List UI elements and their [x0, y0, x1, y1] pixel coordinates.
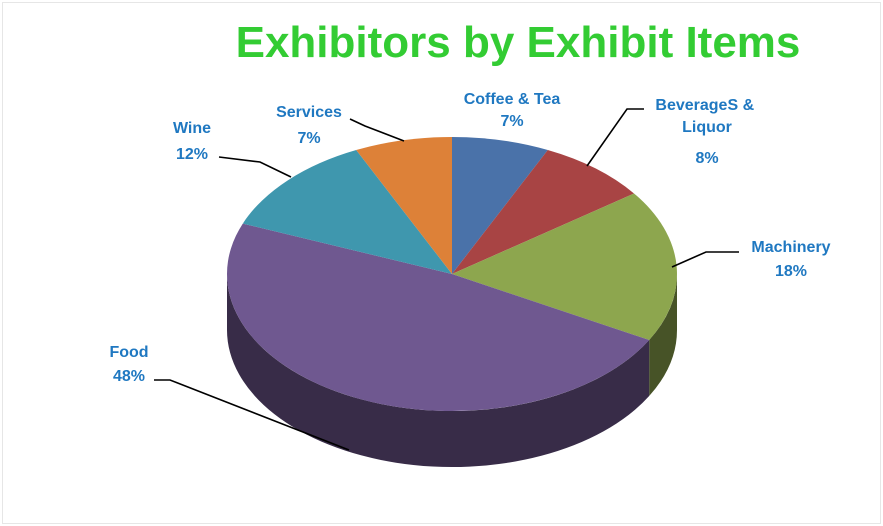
label-wine-percent: 12% [176, 146, 208, 163]
leader-line-beverages [586, 108, 644, 167]
label-services-percent: 7% [297, 130, 320, 147]
label-food: Food [109, 344, 148, 361]
leader-line-wine [218, 156, 292, 178]
leader-line-machinery [671, 251, 739, 268]
label-machinery: Machinery [751, 239, 830, 256]
label-machinery-percent: 18% [775, 263, 807, 280]
label-wine: Wine [173, 120, 211, 137]
leader-line-services [349, 118, 405, 142]
label-coffee-tea: Coffee & Tea [464, 91, 561, 108]
chart-title: Exhibitors by Exhibit Items [236, 18, 801, 67]
label-beverages-line2: Liquor [682, 119, 732, 136]
label-coffee-tea-percent: 7% [500, 113, 523, 130]
label-beverages-percent: 8% [695, 150, 718, 167]
label-beverages: BeverageS & Liquor [655, 97, 758, 136]
slice-machinery [452, 193, 677, 341]
slice-wine [242, 150, 452, 274]
label-services: Services [276, 104, 342, 121]
slice-services [356, 137, 452, 274]
slice-beverages-liquor [452, 150, 635, 274]
slice-food [227, 223, 650, 411]
slice-side-food [227, 274, 650, 467]
leader-line-food [154, 379, 350, 451]
slice-coffee-tea [452, 137, 548, 274]
slice-side-machinery [649, 274, 677, 397]
label-food-percent: 48% [113, 368, 145, 385]
label-beverages-line1: BeverageS & [655, 97, 754, 114]
pie-3d [227, 137, 677, 467]
